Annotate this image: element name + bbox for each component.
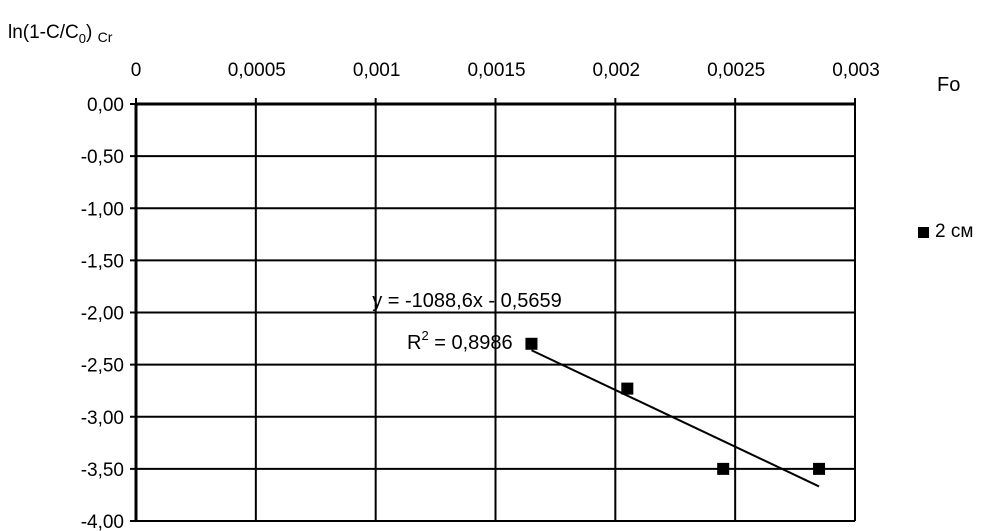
y-tick-label-2: -1,00 <box>81 199 124 220</box>
y-axis-title-main: ln(1-C/C <box>8 22 79 43</box>
y-tick-label-6: -3,00 <box>81 408 124 429</box>
y-tick-label-0: 0,00 <box>87 95 124 116</box>
x-tick-label-2: 0,001 <box>353 60 401 81</box>
y-tick-label-1: -0,50 <box>81 147 124 168</box>
x-tick-label-6: 0,003 <box>832 60 880 81</box>
legend-marker-square <box>918 226 929 238</box>
data-point-0 <box>525 337 538 350</box>
x-tick-label-1: 0,0005 <box>228 60 286 81</box>
trendline <box>531 349 820 488</box>
legend: 2 см <box>918 221 973 243</box>
y-tick-label-7: -3,50 <box>81 460 124 481</box>
y-tick-label-4: -2,00 <box>81 304 124 325</box>
trendline-r-squared: R2 = 0,8986 <box>407 328 513 354</box>
y-tick-label-5: -2,50 <box>81 356 124 377</box>
y-tick-label-8: -4,00 <box>81 512 124 531</box>
data-point-3 <box>813 462 826 475</box>
y-axis-title: ln(1-C/C0) Cr <box>8 22 112 46</box>
x-tick-label-4: 0,002 <box>593 60 641 81</box>
y-axis-title-index: 0 <box>78 30 86 46</box>
x-tick-label-5: 0,0025 <box>707 60 765 81</box>
legend-label: 2 см <box>935 221 974 242</box>
y-tick-label-3: -1,50 <box>81 251 124 272</box>
data-point-1 <box>621 382 634 395</box>
y-axis-title-close: ) <box>85 22 93 43</box>
trendline-equation: y = -1088,6x - 0,5659 <box>372 290 562 312</box>
data-point-2 <box>717 462 730 475</box>
y-axis-title-subscript: Cr <box>97 29 113 45</box>
x-tick-label-0: 0 <box>131 60 142 81</box>
x-tick-label-3: 0,0015 <box>467 60 525 81</box>
x-axis-title: Fo <box>937 74 961 96</box>
